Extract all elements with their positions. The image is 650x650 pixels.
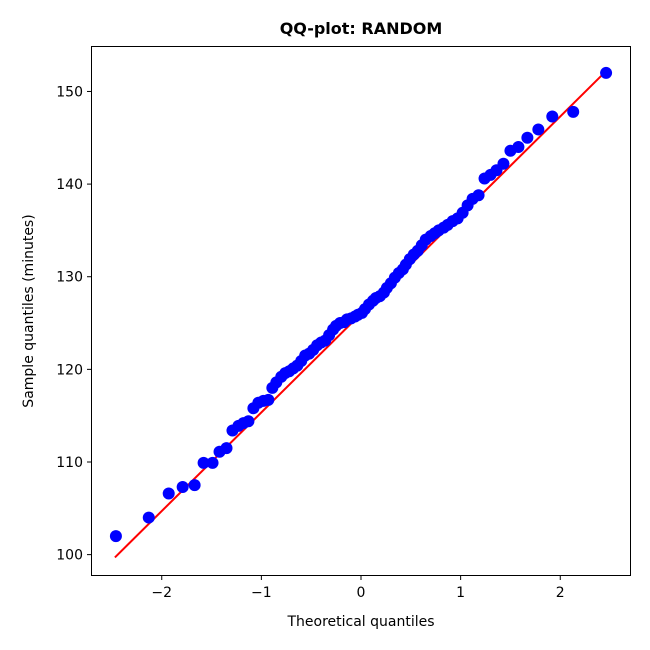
data-point [567,105,580,118]
data-point [197,456,210,469]
data-point [242,415,255,428]
data-point [546,110,559,123]
y-tick-label: 140 [56,177,83,193]
y-tick-label: 120 [56,362,83,378]
y-axis-ticks: 100 110 120 130 140 150 [56,84,92,564]
y-axis-title: Sample quantiles (minutes) [21,214,37,407]
y-tick-label: 130 [56,270,83,286]
data-point [176,481,189,493]
chart-title: QQ-plot: RANDOM [280,19,443,38]
data-point [532,123,545,136]
data-point [472,189,485,202]
data-point [262,393,275,406]
x-tick-label: −1 [251,585,272,601]
x-tick-label: 0 [357,585,366,601]
data-point [600,66,613,79]
data-points-layer [109,66,613,543]
x-axis-ticks: −2 −1 0 1 2 [151,575,565,601]
data-point [521,131,534,144]
data-point [206,456,219,469]
x-axis-title: Theoretical quantiles [286,614,434,630]
data-point [512,141,525,154]
data-point [142,511,155,524]
data-point [162,487,175,500]
x-tick-label: 2 [556,585,565,601]
data-point [188,479,201,492]
y-tick-label: 100 [56,548,83,564]
data-point [109,530,122,543]
x-tick-label: −2 [151,585,172,601]
y-tick-label: 110 [56,455,83,471]
y-tick-label: 150 [56,84,83,100]
data-point [220,442,233,455]
data-point [497,157,510,170]
x-tick-label: 1 [456,585,465,601]
